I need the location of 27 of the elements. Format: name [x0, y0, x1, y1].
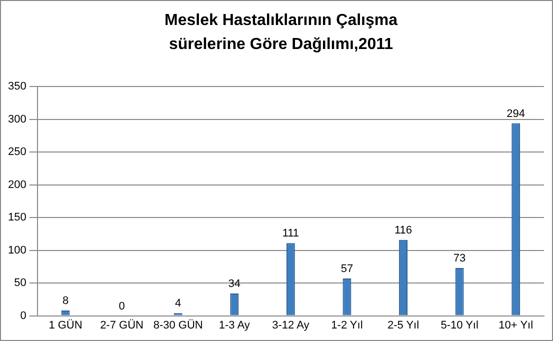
x-tick-label: 2-5 Yıl — [387, 319, 420, 332]
y-tick-label: 250 — [8, 146, 26, 158]
data-label: 4 — [175, 298, 182, 310]
x-tick-label: 10+ Yıl — [498, 319, 534, 332]
x-tick-label: 1 GÜN — [48, 318, 82, 332]
y-tick-label: 300 — [8, 113, 26, 126]
x-tick-label: 8-30 GÜN — [153, 318, 203, 332]
data-label: 116 — [394, 224, 412, 236]
data-label: 111 — [282, 228, 300, 240]
y-tick-label: 150 — [8, 212, 26, 224]
y-tick-label: 0 — [20, 310, 26, 322]
y-tick-label: 50 — [14, 277, 26, 290]
y-tick-label: 100 — [8, 244, 26, 256]
x-tick-label: 1-3 Ay — [218, 319, 250, 332]
data-label: 0 — [118, 300, 125, 312]
data-label: 73 — [453, 252, 466, 265]
x-tick-label: 2-7 GÜN — [100, 318, 144, 332]
data-label: 57 — [340, 263, 354, 276]
chart-title: Meslek Hastalıklarının Çalışma sürelerine Göre Dağılımı,2011 — [164, 11, 399, 55]
x-tick-label: 1-2 Yıl — [331, 319, 363, 332]
x-tick-label: 3-12 Ay — [272, 319, 310, 332]
x-tick-label: 5-10 Yıl — [440, 319, 478, 332]
data-label: 8 — [62, 295, 69, 308]
y-tick-label: 350 — [8, 80, 26, 93]
data-label: 34 — [228, 278, 241, 290]
y-tick-label: 200 — [8, 178, 26, 191]
data-label: 294 — [506, 108, 526, 120]
